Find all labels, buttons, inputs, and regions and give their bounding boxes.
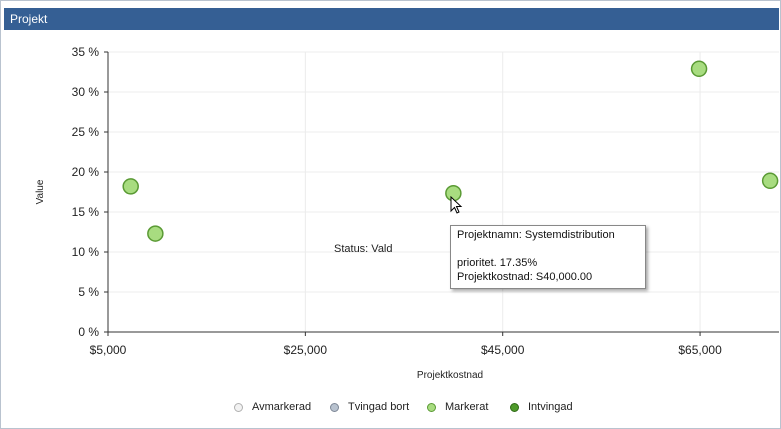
x-tick-label: $25,000 xyxy=(284,343,328,357)
legend-marker-icon xyxy=(510,402,519,412)
x-tick-label: $65,000 xyxy=(678,343,722,357)
y-tick-label: 15 % xyxy=(72,205,100,219)
legend-label: Markerat xyxy=(445,401,489,413)
chart-axes xyxy=(107,52,779,333)
data-point[interactable] xyxy=(690,60,708,78)
legend-marker-icon xyxy=(234,402,243,412)
legend-label: Avmarkerad xyxy=(252,401,312,413)
x-axis-label: Projektkostnad xyxy=(417,370,483,381)
tooltip-line-name: Projektnamn: Systemdistribution xyxy=(457,229,615,241)
y-tick-label: 35 % xyxy=(72,45,100,59)
x-axis-ticks: $5,000 $25,000 $45,000 $65,000 xyxy=(90,332,722,357)
data-point[interactable] xyxy=(122,178,139,195)
chart-legend: Avmarkerad Tvingad bort Markerat Intving… xyxy=(0,395,781,419)
point-tooltip: Projektnamn: Systemdistribution priorite… xyxy=(450,225,646,289)
data-points xyxy=(122,60,779,242)
data-point[interactable] xyxy=(761,172,779,190)
legend-item-avmarkerad[interactable]: Avmarkerad xyxy=(234,395,311,419)
legend-marker-icon xyxy=(427,402,436,412)
x-tick-label: $5,000 xyxy=(90,343,127,357)
status-text: Status: Vald xyxy=(334,243,393,255)
scatter-chart: 0 % 5 % 10 % 15 % 20 % 25 % 30 % 35 % $5,000 $25… xyxy=(35,45,779,381)
panel-title: Projekt xyxy=(4,8,779,30)
y-tick-label: 0 % xyxy=(78,325,99,339)
legend-item-intvingad[interactable]: Intvingad xyxy=(510,395,573,419)
mouse-cursor-icon xyxy=(450,196,463,214)
legend-label: Intvingad xyxy=(528,401,573,413)
legend-item-markerat[interactable]: Markerat xyxy=(427,395,488,419)
y-tick-label: 20 % xyxy=(72,165,100,179)
legend-item-tvingad-bort[interactable]: Tvingad bort xyxy=(330,395,409,419)
y-tick-label: 5 % xyxy=(78,285,99,299)
y-tick-label: 10 % xyxy=(72,245,100,259)
y-axis-label: Value xyxy=(35,179,46,204)
y-axis-ticks: 0 % 5 % 10 % 15 % 20 % 25 % 30 % 35 % xyxy=(72,45,108,339)
x-tick-label: $45,000 xyxy=(481,343,525,357)
tooltip-line-priority: prioritet. 17.35% xyxy=(457,257,538,269)
tooltip-line-blank xyxy=(457,242,639,256)
y-tick-label: 25 % xyxy=(72,125,100,139)
data-point[interactable] xyxy=(147,225,164,242)
legend-label: Tvingad bort xyxy=(348,401,410,413)
legend-marker-icon xyxy=(330,402,339,412)
chart-grid xyxy=(108,51,779,332)
tooltip-line-cost: Projektkostnad: S40,000.00 xyxy=(457,271,593,283)
y-tick-label: 30 % xyxy=(72,85,100,99)
